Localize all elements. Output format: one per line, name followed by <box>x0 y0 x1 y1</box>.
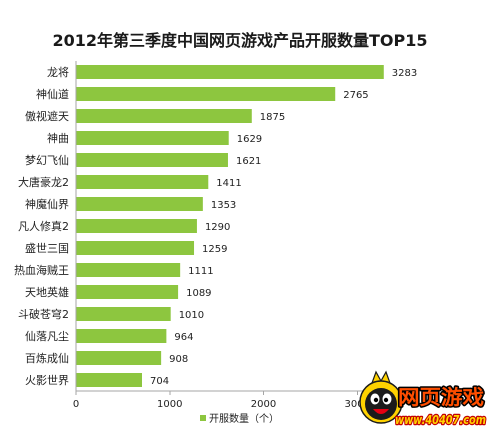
data-label: 964 <box>174 332 193 343</box>
data-label: 1111 <box>188 266 213 277</box>
category-label: 龙将 <box>47 66 69 79</box>
x-tick-label: 0 <box>73 399 79 410</box>
mascot-right-pupil <box>383 397 389 403</box>
bar <box>76 153 228 167</box>
data-label: 908 <box>169 354 188 365</box>
bar <box>76 351 162 365</box>
watermark-logo: 网页游戏 www.40407.com <box>359 370 487 428</box>
category-label: 热血海贼王 <box>14 263 69 277</box>
data-label: 1629 <box>237 134 262 145</box>
mascot-head <box>365 388 397 420</box>
category-label: 傲视遮天 <box>25 109 69 123</box>
legend: 开服数量（个） <box>200 412 279 425</box>
bar <box>76 65 384 79</box>
logo-title: 网页游戏 <box>398 385 484 409</box>
bar <box>76 219 197 233</box>
cartoon-mascot-icon <box>359 370 403 424</box>
category-label: 天地英雄 <box>25 285 69 299</box>
logo-url: www.40407.com <box>395 413 486 427</box>
category-label: 凡人修真2 <box>18 219 69 233</box>
legend-swatch <box>200 415 206 421</box>
data-label: 1875 <box>260 112 285 123</box>
bar <box>76 373 142 387</box>
category-label: 梦幻飞仙 <box>25 154 69 167</box>
data-label: 1259 <box>202 244 227 255</box>
bar <box>76 307 171 321</box>
legend-label: 开服数量（个） <box>209 412 279 425</box>
data-label: 1353 <box>211 200 236 211</box>
bar <box>76 131 229 145</box>
data-label: 1089 <box>186 288 211 299</box>
data-label: 1010 <box>179 310 204 321</box>
mascot-left-pupil <box>373 397 379 403</box>
bar <box>76 87 336 101</box>
data-label: 2765 <box>343 90 368 101</box>
x-tick-label: 3000 <box>345 399 370 410</box>
mascot-mouth <box>373 409 389 414</box>
chart-title: 2012年第三季度中国网页游戏产品开服数量TOP15 <box>52 31 427 50</box>
bar <box>76 175 209 189</box>
bar <box>76 109 252 123</box>
bar <box>76 241 195 255</box>
x-tick-label: 1000 <box>157 399 182 410</box>
category-label: 盛世三国 <box>25 241 69 255</box>
category-label: 百炼成仙 <box>25 351 69 365</box>
data-label: 1290 <box>205 222 230 233</box>
bar <box>76 197 203 211</box>
data-label: 704 <box>150 376 169 387</box>
category-label: 神仙道 <box>36 87 69 101</box>
data-label: 3283 <box>392 68 417 79</box>
category-label: 斗破苍穹2 <box>18 307 69 321</box>
bar <box>76 285 179 299</box>
bar <box>76 263 181 277</box>
data-label: 1621 <box>236 156 261 167</box>
plot-area: 龙将 3283 神仙道 2765 傲视遮天 1875 神曲 1629 梦幻飞仙 1621 大唐豪龙2… <box>14 61 451 410</box>
bar <box>76 329 167 343</box>
category-label: 火影世界 <box>25 374 69 387</box>
category-label: 神曲 <box>47 131 69 145</box>
category-label: 仙落凡尘 <box>25 330 69 343</box>
category-label: 神魔仙界 <box>25 197 69 211</box>
category-label: 大唐豪龙2 <box>18 175 69 189</box>
x-tick-label: 2000 <box>251 399 276 410</box>
data-label: 1411 <box>216 178 241 189</box>
